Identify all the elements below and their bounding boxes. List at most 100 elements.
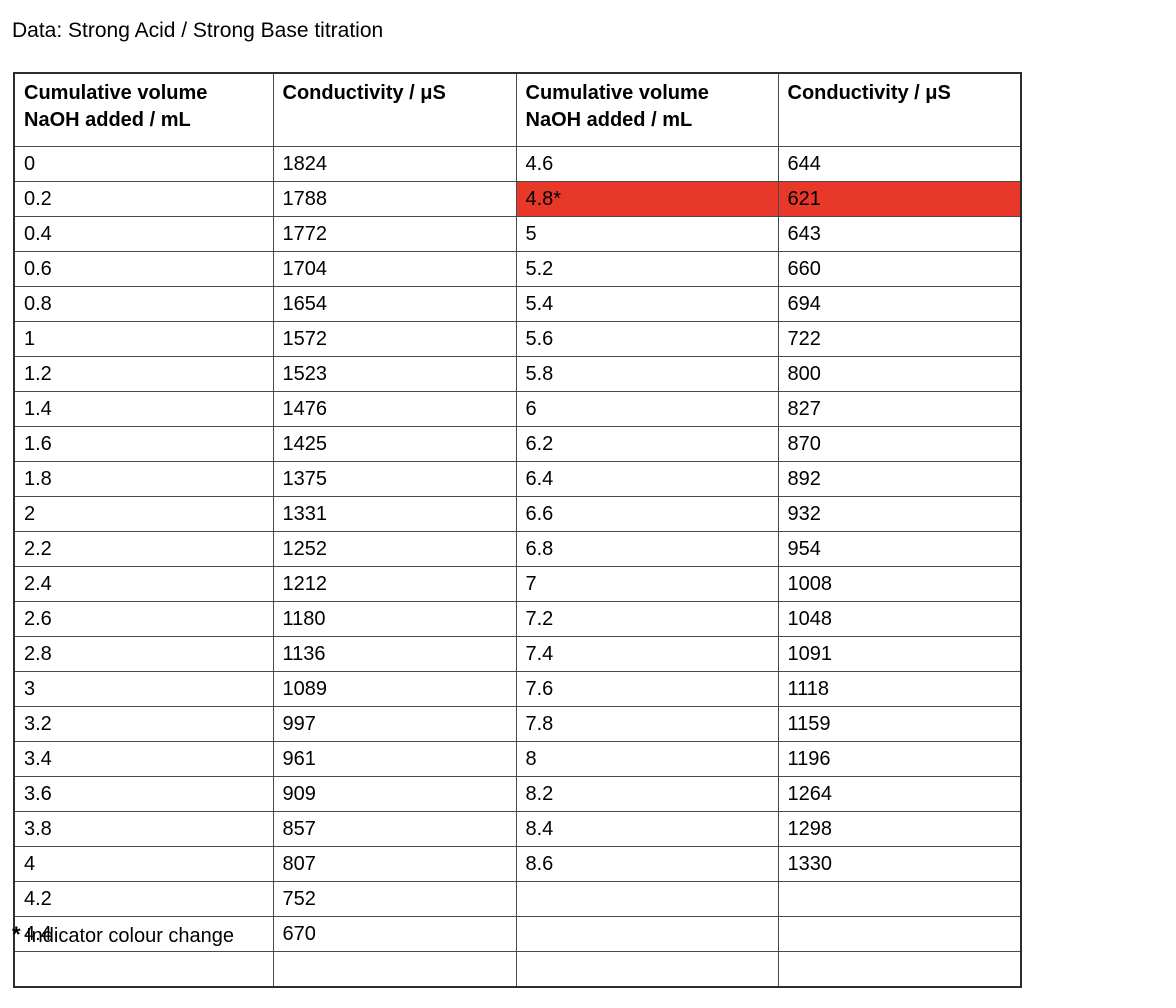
- volume-cell-left: 0.8: [13, 286, 274, 322]
- volume-cell-right: 7.8: [515, 706, 779, 742]
- conductivity-cell-right: 1048: [777, 601, 1022, 637]
- conductivity-cell-left: 1704: [272, 251, 517, 287]
- volume-cell-right: 6.8: [515, 531, 779, 567]
- volume-cell-left: 2.4: [13, 566, 274, 602]
- conductivity-cell-right: 1118: [777, 671, 1022, 707]
- table-row: 1 1572 5.6 722: [13, 321, 1022, 357]
- conductivity-cell-right: [777, 951, 1022, 988]
- table-row: 3.4 961 8 1196: [13, 741, 1022, 777]
- conductivity-cell-right: [777, 916, 1022, 952]
- conductivity-cell-right: 892: [777, 461, 1022, 497]
- table-row: 1.4 1476 6 827: [13, 391, 1022, 427]
- table-row: 0.4 1772 5 643: [13, 216, 1022, 252]
- volume-cell-left: 1.8: [13, 461, 274, 497]
- conductivity-cell-left: 997: [272, 706, 517, 742]
- volume-cell-left: 2.6: [13, 601, 274, 637]
- conductivity-cell-right: 954: [777, 531, 1022, 567]
- conductivity-cell-left: 1824: [272, 146, 517, 182]
- conductivity-cell-left: 1136: [272, 636, 517, 672]
- volume-cell-left: 3.8: [13, 811, 274, 847]
- conductivity-cell-left: 670: [272, 916, 517, 952]
- volume-cell-left: 0.6: [13, 251, 274, 287]
- footnote-asterisk: *: [12, 922, 21, 947]
- table-row: 2.2 1252 6.8 954: [13, 531, 1022, 567]
- table-row: 4.4 670: [13, 916, 1022, 952]
- header-volume-left: Cumulative volume NaOH added / mL: [13, 72, 274, 147]
- table-row: 3.2 997 7.8 1159: [13, 706, 1022, 742]
- volume-cell-left: 3.4: [13, 741, 274, 777]
- header-volume-right-line2: NaOH added / mL: [525, 109, 693, 131]
- conductivity-cell-right: 1330: [777, 846, 1022, 882]
- table-row: 1.8 1375 6.4 892: [13, 461, 1022, 497]
- volume-cell-left: 0.2: [13, 181, 274, 217]
- table-row: 3 1089 7.6 1118: [13, 671, 1022, 707]
- titration-data-table: Cumulative volume NaOH added / mL Conduc…: [13, 72, 1022, 988]
- table-row: 2.8 1136 7.4 1091: [13, 636, 1022, 672]
- volume-cell-right: 5: [515, 216, 779, 252]
- volume-cell-right: 5.6: [515, 321, 779, 357]
- conductivity-cell-right: 621: [777, 181, 1022, 217]
- conductivity-cell-right: 1159: [777, 706, 1022, 742]
- volume-cell-right: 6.6: [515, 496, 779, 532]
- conductivity-cell-right: 644: [777, 146, 1022, 182]
- table-row: 3.8 857 8.4 1298: [13, 811, 1022, 847]
- table-row: 2.6 1180 7.2 1048: [13, 601, 1022, 637]
- volume-cell-right: 6.4: [515, 461, 779, 497]
- volume-cell-left: 3: [13, 671, 274, 707]
- conductivity-cell-right: 643: [777, 216, 1022, 252]
- conductivity-cell-right: 1091: [777, 636, 1022, 672]
- table-row: 4 807 8.6 1330: [13, 846, 1022, 882]
- conductivity-cell-right: 1008: [777, 566, 1022, 602]
- conductivity-cell-left: 1180: [272, 601, 517, 637]
- volume-cell-right: 8.2: [515, 776, 779, 812]
- table-row: 0.8 1654 5.4 694: [13, 286, 1022, 322]
- table-row: 0.2 1788 4.8* 621: [13, 181, 1022, 217]
- volume-cell-right: [515, 916, 779, 952]
- conductivity-cell-left: 1788: [272, 181, 517, 217]
- conductivity-cell-left: 909: [272, 776, 517, 812]
- conductivity-cell-left: 1772: [272, 216, 517, 252]
- conductivity-cell-left: 1331: [272, 496, 517, 532]
- table-row: 0.6 1704 5.2 660: [13, 251, 1022, 287]
- table-row: 1.2 1523 5.8 800: [13, 356, 1022, 392]
- volume-cell-right: 5.2: [515, 251, 779, 287]
- conductivity-cell-right: 694: [777, 286, 1022, 322]
- volume-cell-left: 4.2: [13, 881, 274, 917]
- footnote: * Indicator colour change: [12, 922, 234, 949]
- volume-cell-left: 2.8: [13, 636, 274, 672]
- volume-cell-left: 4: [13, 846, 274, 882]
- table-row: 2.4 1212 7 1008: [13, 566, 1022, 602]
- conductivity-cell-left: 1476: [272, 391, 517, 427]
- conductivity-cell-left: 1654: [272, 286, 517, 322]
- conductivity-cell-left: 752: [272, 881, 517, 917]
- conductivity-cell-left: [272, 951, 517, 988]
- conductivity-cell-left: 1089: [272, 671, 517, 707]
- header-conductivity-left-line1: Conductivity / μS: [282, 82, 446, 104]
- conductivity-cell-left: 1523: [272, 356, 517, 392]
- header-row: Cumulative volume NaOH added / mL Conduc…: [13, 72, 1022, 147]
- page-title: Data: Strong Acid / Strong Base titratio…: [12, 19, 384, 42]
- volume-cell-right: 6: [515, 391, 779, 427]
- conductivity-cell-left: 1572: [272, 321, 517, 357]
- volume-cell-right: 7.6: [515, 671, 779, 707]
- conductivity-cell-right: 1264: [777, 776, 1022, 812]
- volume-cell-right: 7: [515, 566, 779, 602]
- conductivity-cell-right: [777, 881, 1022, 917]
- conductivity-cell-left: 1375: [272, 461, 517, 497]
- volume-cell-left: 2: [13, 496, 274, 532]
- conductivity-cell-right: 870: [777, 426, 1022, 462]
- volume-cell-right: 4.6: [515, 146, 779, 182]
- volume-cell-right: [515, 881, 779, 917]
- table-row: 3.6 909 8.2 1264: [13, 776, 1022, 812]
- volume-cell-right: 7.4: [515, 636, 779, 672]
- header-volume-left-line1: Cumulative volume: [24, 82, 208, 104]
- header-conductivity-right: Conductivity / μS: [777, 72, 1022, 147]
- volume-cell-right: 6.2: [515, 426, 779, 462]
- conductivity-cell-right: 827: [777, 391, 1022, 427]
- volume-cell-left: 3.2: [13, 706, 274, 742]
- header-volume-left-line2: NaOH added / mL: [24, 109, 191, 131]
- table-row: 0 1824 4.6 644: [13, 146, 1022, 182]
- conductivity-cell-left: 961: [272, 741, 517, 777]
- conductivity-cell-right: 1196: [777, 741, 1022, 777]
- volume-cell-left: 1.2: [13, 356, 274, 392]
